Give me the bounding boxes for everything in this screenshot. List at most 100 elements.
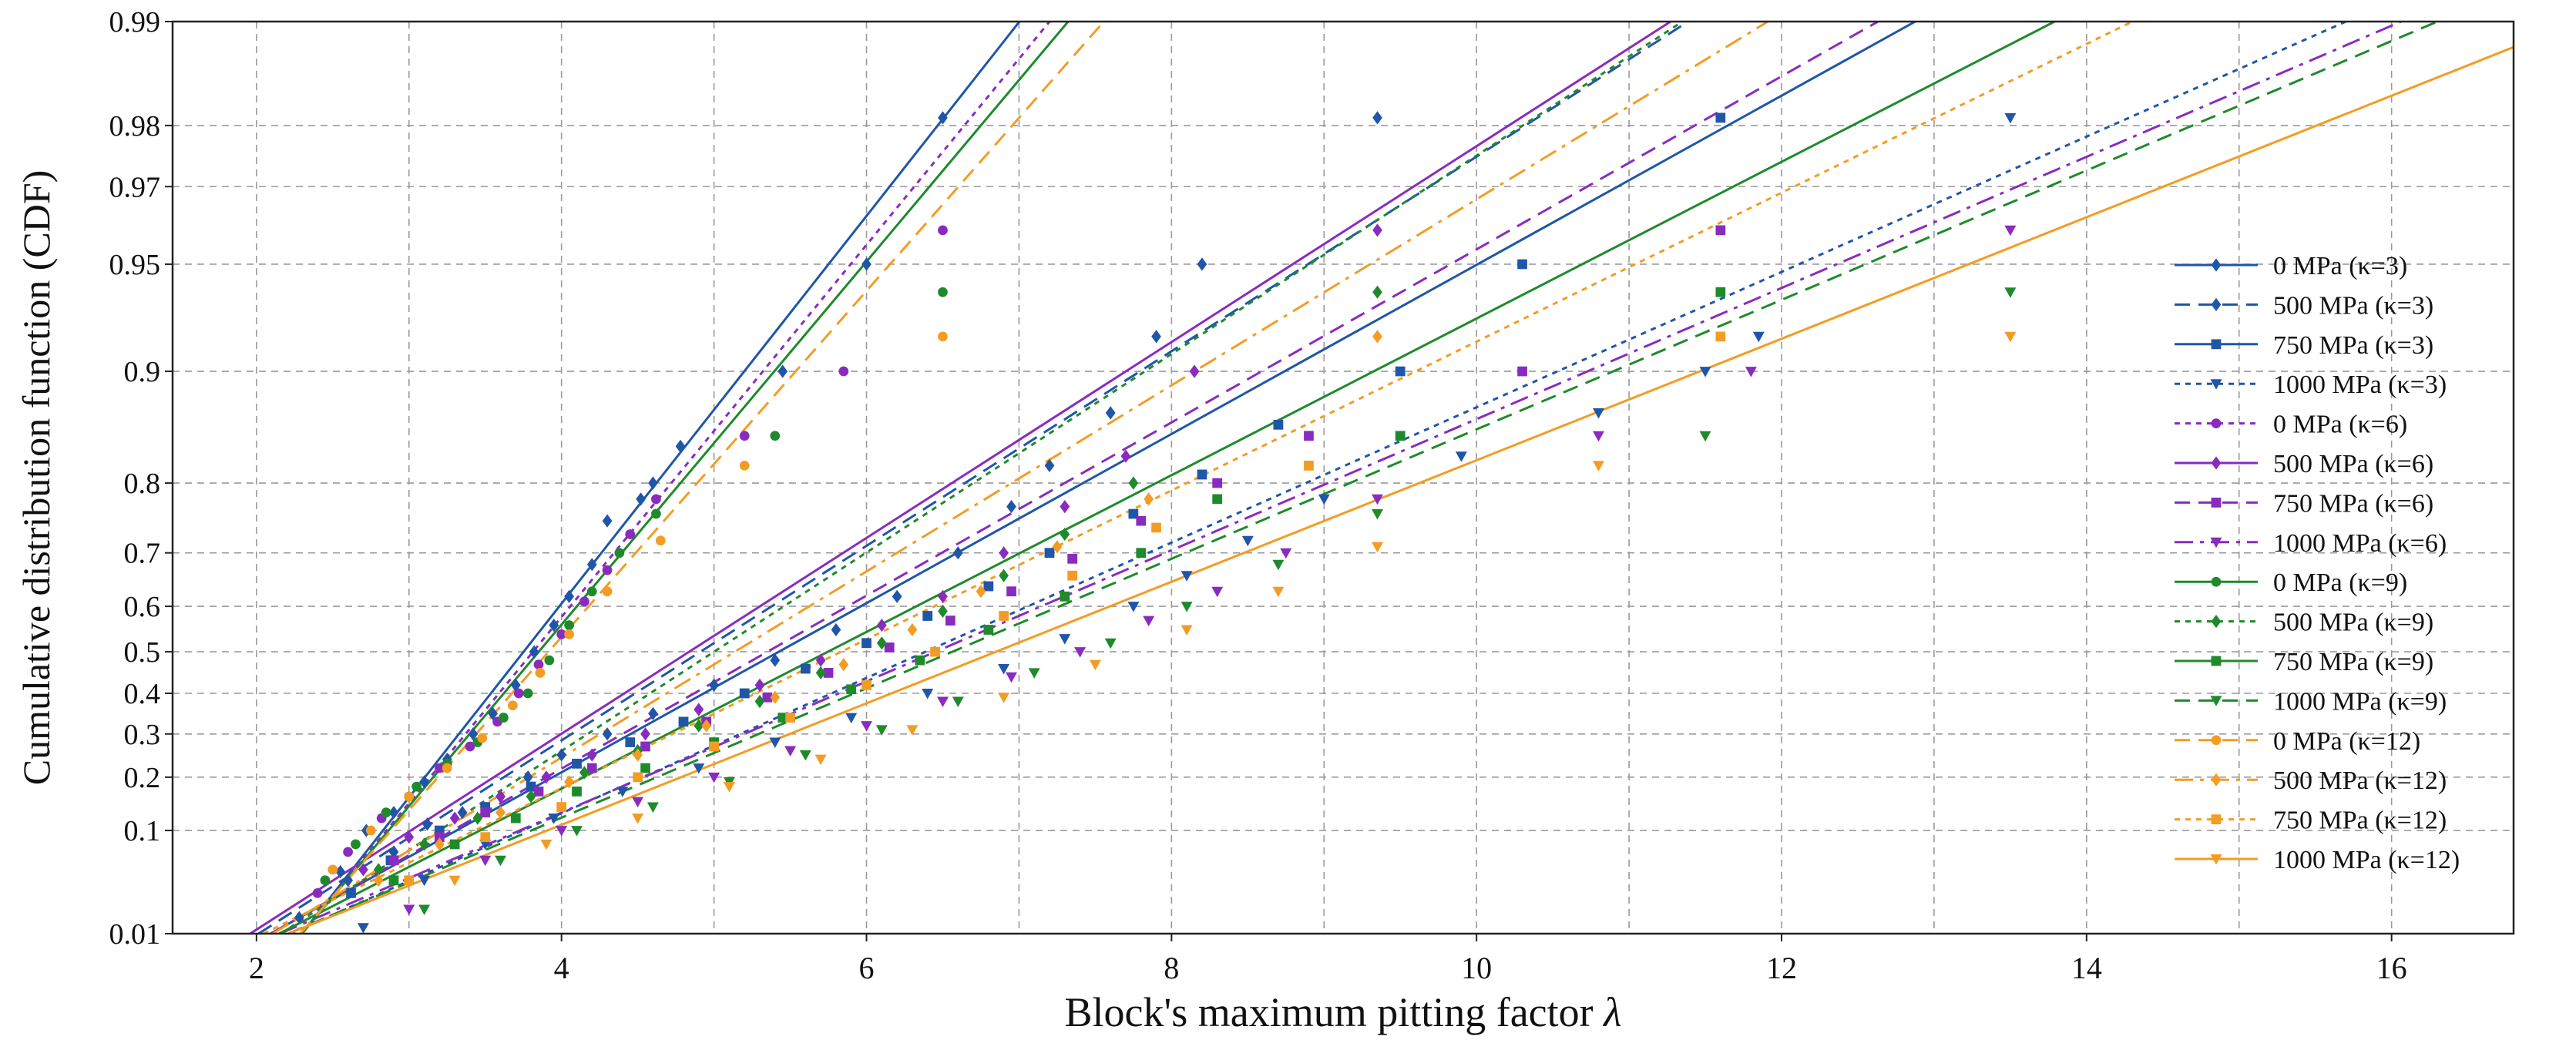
data-point bbox=[1181, 602, 1193, 612]
data-point bbox=[529, 645, 539, 659]
data-point bbox=[1212, 494, 1223, 505]
data-point bbox=[602, 514, 613, 528]
data-point bbox=[1272, 586, 1285, 598]
data-point bbox=[625, 529, 636, 539]
data-point bbox=[1059, 634, 1071, 645]
y-tick-label: 0.6 bbox=[124, 591, 161, 623]
x-tick-label: 4 bbox=[554, 951, 569, 985]
data-point bbox=[1372, 509, 1383, 520]
data-point bbox=[770, 690, 781, 704]
data-point bbox=[556, 629, 567, 639]
legend-entry: 500 MPa (κ=3) bbox=[2175, 291, 2433, 320]
y-tick-label: 0.98 bbox=[109, 110, 161, 143]
data-point bbox=[616, 787, 629, 797]
data-point bbox=[754, 694, 765, 709]
data-point bbox=[540, 839, 552, 850]
legend-marker bbox=[2211, 456, 2222, 470]
data-point bbox=[343, 847, 353, 857]
data-point bbox=[845, 713, 858, 724]
data-point bbox=[1517, 366, 1527, 377]
data-point bbox=[709, 678, 719, 693]
x-tick-label: 8 bbox=[1164, 951, 1179, 985]
data-point bbox=[915, 655, 925, 666]
data-point bbox=[1120, 449, 1131, 463]
data-point bbox=[801, 663, 811, 674]
data-point bbox=[327, 864, 338, 875]
data-point bbox=[1151, 522, 1161, 533]
data-point bbox=[351, 839, 361, 850]
data-point bbox=[636, 492, 646, 506]
y-tick-label: 0.4 bbox=[124, 678, 161, 710]
legend-marker bbox=[2211, 615, 2222, 629]
y-axis-ticks: 0.01 0.1 0.2 0.3 0.4 0.5 0.6 0.7 0.8 0.9 0.95 0.97 0… bbox=[109, 6, 173, 951]
x-tick-label: 6 bbox=[859, 951, 875, 985]
data-point bbox=[778, 713, 788, 723]
legend-label: 750 MPa (κ=9) bbox=[2273, 648, 2433, 676]
x-tick-label: 16 bbox=[2376, 951, 2407, 985]
data-point bbox=[586, 558, 597, 572]
plot-frame bbox=[171, 20, 2515, 935]
data-point bbox=[442, 763, 452, 773]
data-point bbox=[495, 855, 506, 867]
legend-marker bbox=[2211, 297, 2222, 311]
data-point bbox=[346, 888, 356, 898]
data-point bbox=[976, 585, 986, 599]
data-point bbox=[602, 586, 613, 597]
data-point bbox=[1128, 508, 1139, 519]
data-point bbox=[373, 863, 384, 877]
legend-entry: 0 MPa (κ=6) bbox=[2175, 411, 2407, 439]
legend-entry: 500 MPa (κ=6) bbox=[2175, 450, 2433, 478]
data-point bbox=[549, 619, 559, 632]
data-point bbox=[556, 802, 567, 812]
data-point bbox=[998, 693, 1010, 703]
data-point bbox=[769, 737, 781, 748]
data-point bbox=[694, 719, 704, 733]
fit-line-series-2 bbox=[270, 22, 1916, 934]
legend-entry: 1000 MPa (κ=3) bbox=[2175, 371, 2447, 399]
fit-line-series-9 bbox=[280, 22, 1684, 934]
data-point bbox=[381, 807, 391, 818]
data-point bbox=[564, 629, 574, 639]
data-point bbox=[522, 688, 533, 699]
data-point bbox=[510, 678, 521, 693]
fit-line-series-15 bbox=[287, 45, 2514, 934]
y-axis-label: Cumulative distribution function (CDF) bbox=[15, 170, 58, 786]
data-point bbox=[1104, 638, 1117, 649]
legend-entry: 1000 MPa (κ=12) bbox=[2175, 846, 2460, 874]
data-point bbox=[1089, 659, 1101, 671]
data-point bbox=[533, 787, 544, 797]
y-tick-label: 0.1 bbox=[124, 815, 161, 847]
data-point bbox=[1044, 548, 1055, 559]
data-point bbox=[1372, 542, 1383, 553]
data-point bbox=[651, 494, 661, 505]
data-point bbox=[1372, 494, 1383, 505]
data-point bbox=[1197, 469, 1207, 480]
data-point bbox=[648, 706, 658, 720]
data-point bbox=[1593, 408, 1604, 419]
data-point bbox=[655, 535, 666, 546]
data-point bbox=[708, 772, 720, 783]
data-point bbox=[884, 642, 895, 652]
legend-entry: 0 MPa (κ=12) bbox=[2175, 727, 2420, 756]
legend-entry: 0 MPa (κ=3) bbox=[2175, 252, 2407, 280]
data-point bbox=[1699, 367, 1711, 377]
data-point bbox=[1318, 494, 1330, 505]
data-point bbox=[1181, 571, 1193, 582]
data-point bbox=[907, 622, 918, 637]
data-point bbox=[1052, 540, 1063, 554]
legend-marker bbox=[2211, 498, 2222, 508]
data-point bbox=[1372, 223, 1382, 237]
fit-line-series-7 bbox=[279, 22, 2402, 934]
data-point bbox=[1067, 570, 1078, 581]
data-point bbox=[513, 688, 524, 699]
data-point bbox=[1699, 431, 1711, 442]
data-point bbox=[640, 741, 650, 752]
legend-label: 1000 MPa (κ=9) bbox=[2273, 687, 2447, 716]
legend-label: 0 MPa (κ=3) bbox=[2273, 252, 2407, 280]
data-point bbox=[488, 706, 498, 720]
data-point bbox=[861, 257, 872, 271]
y-tick-label: 0.2 bbox=[124, 762, 161, 794]
data-point bbox=[1272, 559, 1285, 571]
data-point bbox=[564, 775, 574, 789]
data-point bbox=[1273, 420, 1284, 430]
